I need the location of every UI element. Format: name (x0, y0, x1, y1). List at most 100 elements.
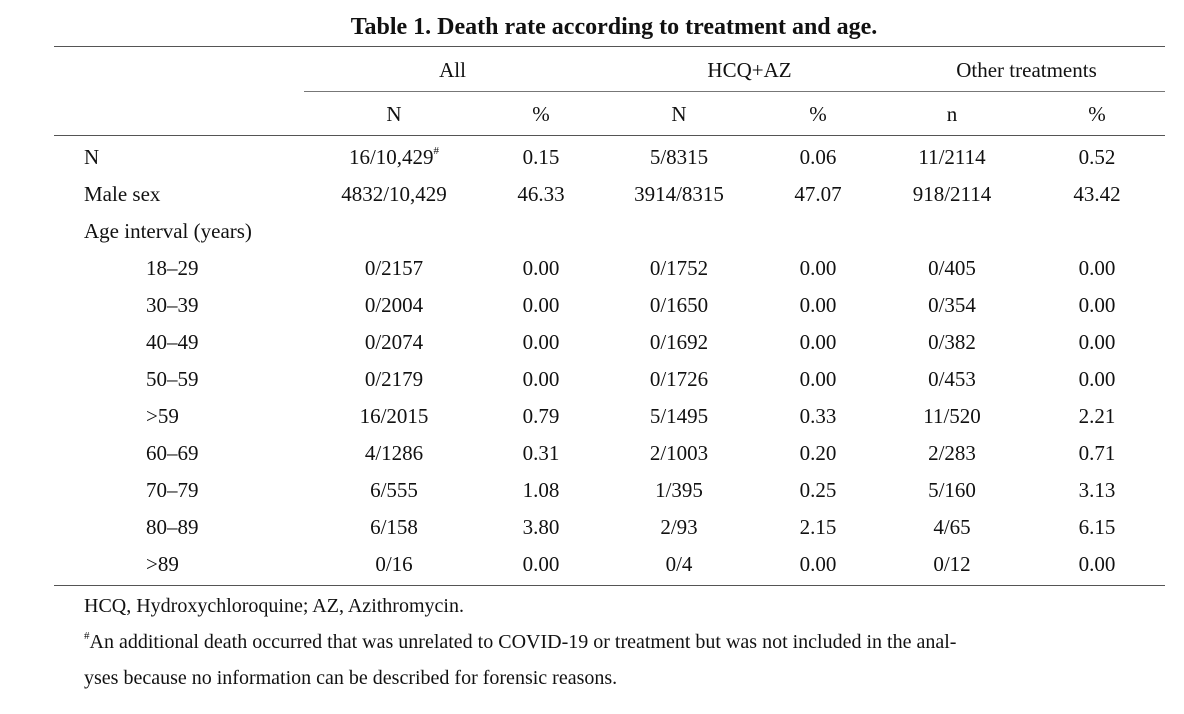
cell-value: 0/2179 (364, 367, 424, 391)
table-cell: 16/2015 (334, 398, 454, 435)
subheader-cell: N (671, 102, 687, 126)
table-cell: 0/2074 (334, 324, 454, 361)
table-cell: 5/1495 (619, 398, 739, 435)
cell-value: 0.00 (799, 256, 837, 280)
table-cell: 0.79 (491, 398, 591, 435)
row-label: Male sex (84, 182, 161, 206)
cell-value: 2/1003 (649, 441, 709, 465)
table-cell: 6.15 (1047, 509, 1147, 546)
table-cell: 0.00 (491, 287, 591, 324)
cell-value: 0.79 (522, 404, 560, 428)
cell-value: 0.00 (799, 293, 837, 317)
cell-value: 0/1692 (649, 330, 709, 354)
cell-value: 0/16 (375, 552, 413, 576)
cell-value: 43.42 (1073, 182, 1121, 206)
cell-value: 0/2157 (364, 256, 424, 280)
cell-value: 5/8315 (649, 145, 709, 169)
row-label: 60–69 (146, 441, 199, 465)
table-cell: 0/354 (892, 287, 1012, 324)
cell-value: 0.00 (522, 256, 560, 280)
table-cell: 0.20 (768, 435, 868, 472)
cell-value: 0/405 (928, 256, 976, 280)
table-cell: 0/1692 (619, 324, 739, 361)
cell-value: 0.00 (1078, 330, 1116, 354)
cell-value: 16/10,429 (348, 145, 434, 169)
group-header-hcq-az: HCQ+AZ (707, 58, 792, 82)
footnote-text-line2: yses because no information can be descr… (84, 667, 618, 689)
cell-value: 1.08 (522, 478, 560, 502)
cell-value: 16/2015 (359, 404, 429, 428)
cell-value: 46.33 (517, 182, 565, 206)
row-label: 70–79 (146, 478, 199, 502)
table-cell: 0.00 (1047, 361, 1147, 398)
footnote-mark: # (84, 630, 90, 642)
table-cell: 2.21 (1047, 398, 1147, 435)
table-cell (768, 213, 868, 250)
group-header-all: All (439, 58, 466, 82)
table-cell: 0.00 (1047, 250, 1147, 287)
table-cell: 2/93 (619, 509, 739, 546)
table-cell: 47.07 (768, 176, 868, 213)
group-header-other: Other treatments (956, 58, 1097, 82)
cell-value: 4832/10,429 (341, 182, 447, 206)
cell-value: 0.06 (799, 145, 837, 169)
row-label: 18–29 (146, 256, 199, 280)
row-label: Age interval (years) (84, 219, 252, 243)
cell-value: 2.21 (1078, 404, 1116, 428)
cell-value: 0/1650 (649, 293, 709, 317)
table-cell: 918/2114 (892, 176, 1012, 213)
table-cell: 0.00 (1047, 287, 1147, 324)
row-label: 50–59 (146, 367, 199, 391)
cell-value: 0.25 (799, 478, 837, 502)
table-cell: 0.00 (491, 546, 591, 583)
table-cell: 11/520 (892, 398, 1012, 435)
cell-value: 0/2004 (364, 293, 424, 317)
cell-value: 0.00 (522, 552, 560, 576)
table-cell: 0/4 (619, 546, 739, 583)
cell-value: 6.15 (1078, 515, 1116, 539)
table-cell: 0/12 (892, 546, 1012, 583)
table-cell: 0/2157 (334, 250, 454, 287)
table-cell: 0.33 (768, 398, 868, 435)
cell-value: 0.71 (1078, 441, 1116, 465)
table-cell: 4/65 (892, 509, 1012, 546)
cell-value: 6/158 (370, 515, 418, 539)
footnote-mark: # (433, 145, 440, 157)
table-cell: 0/1752 (619, 250, 739, 287)
cell-value: 0/1752 (649, 256, 709, 280)
group-rule (304, 91, 1165, 92)
table-cell: 0.06 (768, 139, 868, 176)
table-cell: 0.00 (768, 250, 868, 287)
row-label: >59 (146, 404, 179, 428)
table-cell: 0/405 (892, 250, 1012, 287)
table-cell: 43.42 (1047, 176, 1147, 213)
cell-value: 47.07 (794, 182, 842, 206)
subheader-cell: n (946, 102, 958, 126)
table-cell: 1/395 (619, 472, 739, 509)
cell-value: 0.00 (522, 293, 560, 317)
cell-value: 11/2114 (918, 145, 986, 169)
cell-value: 2/93 (660, 515, 698, 539)
table-cell: 2.15 (768, 509, 868, 546)
table-cell: 0.00 (768, 546, 868, 583)
cell-value: 0.31 (522, 441, 560, 465)
bottom-rule (54, 585, 1165, 586)
top-rule (54, 46, 1165, 47)
cell-value: 0.00 (799, 330, 837, 354)
subheader-cell: % (1088, 102, 1106, 126)
table-cell: 0/1726 (619, 361, 739, 398)
table-cell: 2/1003 (619, 435, 739, 472)
cell-value: 4/1286 (364, 441, 424, 465)
table-cell: 0.00 (491, 324, 591, 361)
table-cell: 5/8315 (619, 139, 739, 176)
cell-value: 4/65 (933, 515, 971, 539)
cell-value: 0/12 (933, 552, 971, 576)
table-cell: 3.13 (1047, 472, 1147, 509)
cell-value: 0.52 (1078, 145, 1116, 169)
subheader-cell: % (809, 102, 827, 126)
table-cell: 2/283 (892, 435, 1012, 472)
table-cell: 0.00 (768, 361, 868, 398)
table-cell: 0/453 (892, 361, 1012, 398)
table-cell (1047, 213, 1147, 250)
cell-value: 5/160 (928, 478, 976, 502)
